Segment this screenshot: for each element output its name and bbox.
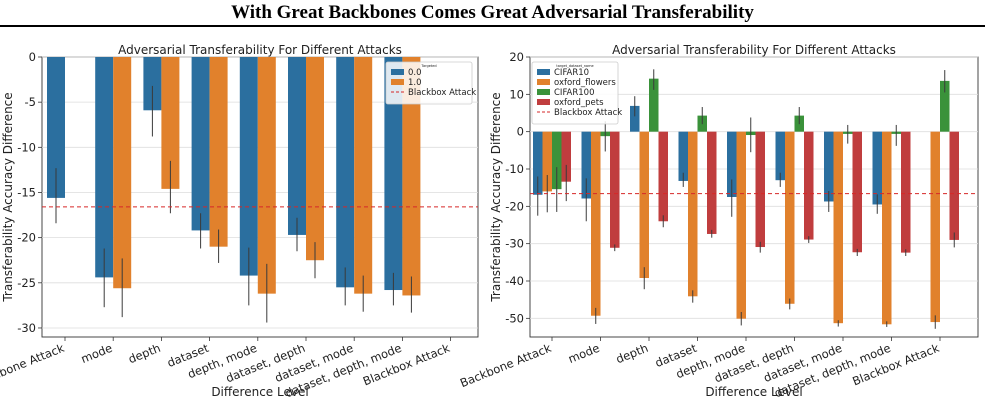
page-title: With Great Backbones Comes Great Adversa… <box>231 2 754 23</box>
y-tick-label: 0 <box>517 125 524 139</box>
bar <box>533 131 543 195</box>
legend-label: CIFAR10 <box>554 68 589 78</box>
y-tick-label: -20 <box>505 199 524 213</box>
bar <box>552 131 562 190</box>
bar <box>940 80 950 132</box>
legend-swatch <box>537 89 550 95</box>
bar <box>384 57 403 291</box>
bar <box>688 131 698 297</box>
legend-swatch <box>537 99 550 105</box>
bar <box>402 57 421 296</box>
bar <box>639 131 649 279</box>
bar <box>161 57 180 189</box>
bar <box>95 57 114 278</box>
legend-label: oxford_pets <box>554 98 604 108</box>
legend-label: Blackbox Attack <box>554 108 622 118</box>
y-tick-label: 0 <box>29 50 36 64</box>
bar <box>736 131 746 319</box>
x-tick-label: mode <box>566 341 601 366</box>
bar <box>833 131 843 324</box>
y-tick-label: -50 <box>505 311 524 325</box>
x-tick-label: mode <box>79 341 114 366</box>
bar <box>561 131 571 182</box>
bar <box>824 131 834 202</box>
bar <box>143 57 162 111</box>
legend-label: CIFAR100 <box>554 88 595 98</box>
chart-title: Adversarial Transferability For Differen… <box>612 43 896 57</box>
y-tick-label: 20 <box>509 50 524 64</box>
y-axis-label: Transferability Accuracy Difference <box>489 92 503 302</box>
y-axis-label: Transferability Accuracy Difference <box>1 92 15 302</box>
legend-swatch <box>537 79 550 85</box>
legend-swatch <box>537 69 550 75</box>
x-tick-label: depth <box>126 341 162 367</box>
legend-label: oxford_flowers <box>554 78 616 88</box>
bar <box>775 131 785 181</box>
bar <box>785 131 795 304</box>
legend-swatch <box>391 79 404 85</box>
bar <box>949 131 959 240</box>
bar <box>930 131 940 323</box>
y-tick-label: -10 <box>17 140 36 154</box>
x-axis-label: Difference Level <box>211 385 308 399</box>
y-tick-label: -40 <box>505 274 524 288</box>
bar <box>658 131 668 222</box>
x-tick-label: Backbone Attack <box>458 341 553 390</box>
y-tick-label: -5 <box>25 95 36 109</box>
bar <box>113 57 132 289</box>
bar <box>610 131 620 248</box>
bar <box>872 131 882 205</box>
bar <box>47 57 65 198</box>
legend-title: target_dataset_name <box>556 64 593 68</box>
x-tick-label: Backbone Attack <box>0 341 66 390</box>
bar <box>755 131 765 248</box>
bar <box>591 131 601 316</box>
legend-title: Targeted <box>420 64 436 68</box>
title-rule <box>0 25 985 27</box>
chart-1: 0 -5 -10 -15 -20 -25 -30 Backbone Attack mode dep… <box>0 43 479 400</box>
legend-label: Blackbox Attack <box>408 88 476 98</box>
x-tick-label: depth <box>614 341 650 367</box>
bar <box>804 131 814 240</box>
bar <box>581 131 591 199</box>
y-tick-label: -30 <box>17 321 36 335</box>
x-axis-label: Difference Level <box>705 385 802 399</box>
y-tick-label: -15 <box>17 185 36 199</box>
y-tick-label: -30 <box>505 237 524 251</box>
bar <box>257 57 276 294</box>
bar <box>901 131 911 253</box>
bar <box>354 57 373 294</box>
chart-2: 20 10 0 -10 -20 -30 -40 -50 Backbone Attack mode d… <box>458 43 979 400</box>
legend-box <box>531 61 619 125</box>
legend: target_dataset_nameCIFAR10oxford_flowers… <box>531 61 622 125</box>
y-tick-label: -20 <box>17 231 36 245</box>
bar <box>707 131 717 234</box>
legend-label: 1.0 <box>408 78 422 88</box>
legend-swatch <box>391 69 404 75</box>
y-tick-label: 10 <box>509 87 524 101</box>
bar <box>678 131 688 181</box>
chart-title: Adversarial Transferability For Differen… <box>118 43 402 57</box>
bar <box>239 57 258 276</box>
bar <box>191 57 210 231</box>
bar <box>306 57 324 261</box>
bar <box>727 131 737 197</box>
y-tick-label: -10 <box>505 162 524 176</box>
bar <box>288 57 306 235</box>
bar <box>649 78 659 132</box>
bar <box>209 57 228 247</box>
legend-box <box>385 61 473 105</box>
bar <box>882 131 892 325</box>
bar <box>336 57 355 288</box>
y-tick-label: -25 <box>17 276 36 290</box>
legend-label: 0.0 <box>408 68 422 78</box>
bar <box>542 131 552 192</box>
bar <box>630 105 640 132</box>
bar <box>852 131 862 253</box>
